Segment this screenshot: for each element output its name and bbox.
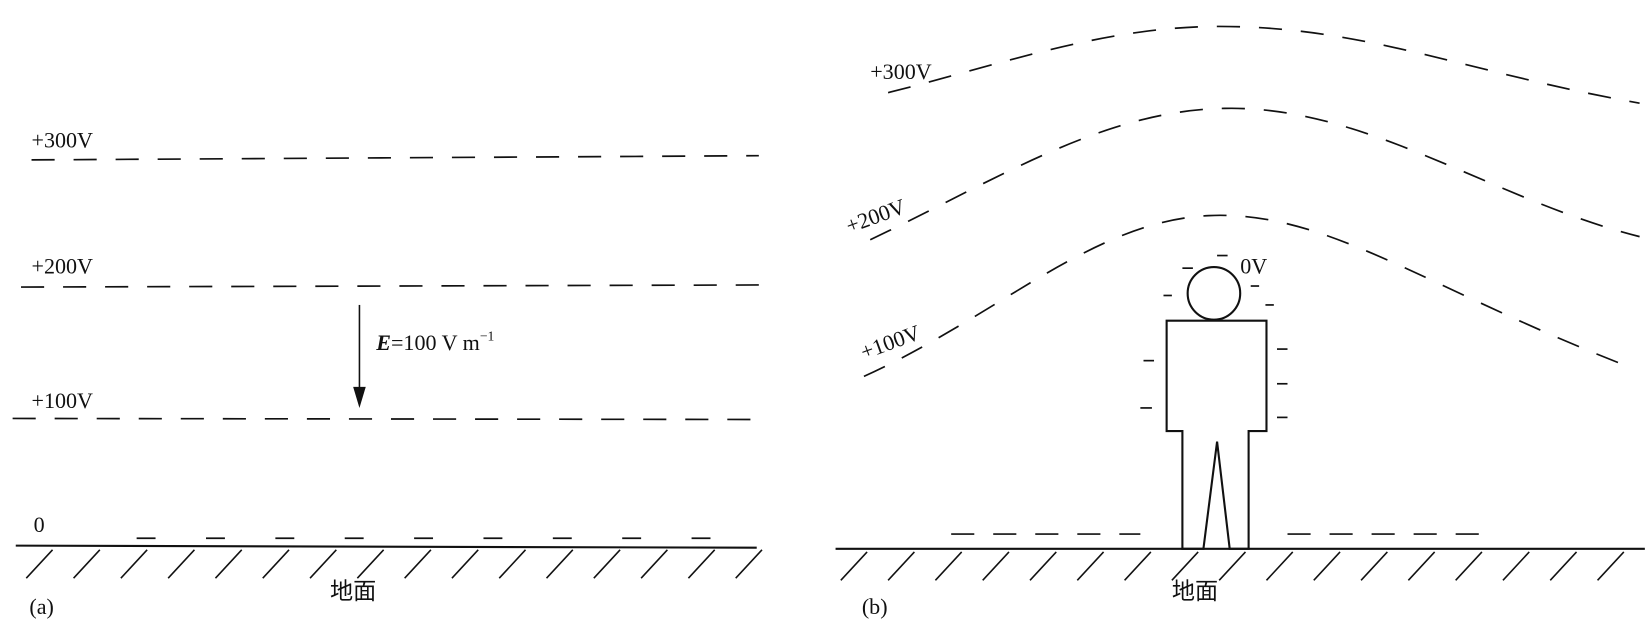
- hatch-line: [887, 551, 915, 581]
- hatch-line: [120, 549, 148, 579]
- hatch-line: [640, 549, 668, 579]
- equipotential: [887, 25, 1640, 104]
- hatch-line: [1596, 551, 1625, 581]
- hatch-line: [1313, 551, 1341, 581]
- panel-a: +300V +200V +100V 0 E=100 V m−1 (a) 地面: [12, 127, 763, 619]
- hatch-line: [1029, 551, 1057, 581]
- panel-label: (b): [862, 594, 888, 619]
- person-head: [1186, 266, 1242, 321]
- panel-label: (a): [29, 594, 54, 619]
- field-label: E=100 V m−1: [375, 329, 494, 355]
- hatch-line: [498, 549, 527, 579]
- hatch-line: [309, 549, 337, 579]
- person-body: [1165, 319, 1268, 550]
- person-label: 0V: [1240, 253, 1267, 278]
- charges: [1140, 254, 1288, 419]
- hatch-line: [840, 551, 868, 581]
- hatch-line: [167, 549, 196, 579]
- hatch-line: [214, 549, 243, 579]
- hatch-line: [982, 551, 1010, 581]
- ground-label: 地面: [1172, 579, 1218, 605]
- ground-hatch: [840, 551, 1625, 581]
- equipotential: [31, 154, 759, 161]
- hatch-line: [451, 549, 479, 579]
- ground-label: 地面: [330, 579, 376, 605]
- equipotential: [12, 417, 757, 421]
- label: +200V: [842, 194, 908, 239]
- hatch-line: [356, 549, 385, 579]
- label: 0: [34, 512, 45, 537]
- panel-b: +300V +200V +100V 0V (b) 地面: [835, 25, 1645, 619]
- hatch-line: [72, 549, 101, 579]
- hatch-line: [25, 549, 54, 579]
- label: +300V: [32, 127, 94, 152]
- exponent: −1: [480, 329, 495, 344]
- hatch-line: [1124, 551, 1152, 581]
- label: +100V: [32, 388, 94, 413]
- arrow-head: [353, 386, 366, 408]
- hatch-line: [1171, 551, 1199, 581]
- equipotential: [863, 214, 1619, 378]
- label: +300V: [870, 59, 932, 84]
- hatch-line: [1455, 551, 1483, 581]
- label: +100V: [857, 320, 923, 365]
- hatch-line: [1218, 551, 1247, 581]
- hatch-line: [1076, 551, 1105, 581]
- hatch-line: [404, 549, 432, 579]
- label: +200V: [32, 253, 94, 278]
- hatch-line: [262, 549, 290, 579]
- equipotential: [869, 107, 1640, 241]
- hatch-line: [1407, 551, 1436, 581]
- ground-line: [15, 544, 757, 549]
- hatch-line: [1549, 551, 1578, 581]
- hatch-line: [593, 549, 621, 579]
- symbol: E: [375, 330, 391, 355]
- hatch-line: [1360, 551, 1388, 581]
- hatch-line: [1502, 551, 1530, 581]
- equipotential: [21, 284, 759, 288]
- ground-hatch: [25, 549, 763, 579]
- hatch-line: [934, 551, 963, 581]
- hatch-line: [735, 549, 763, 579]
- hatch-line: [687, 549, 716, 579]
- value: =100 V m: [391, 330, 480, 355]
- hatch-line: [1265, 551, 1294, 581]
- hatch-line: [545, 549, 574, 579]
